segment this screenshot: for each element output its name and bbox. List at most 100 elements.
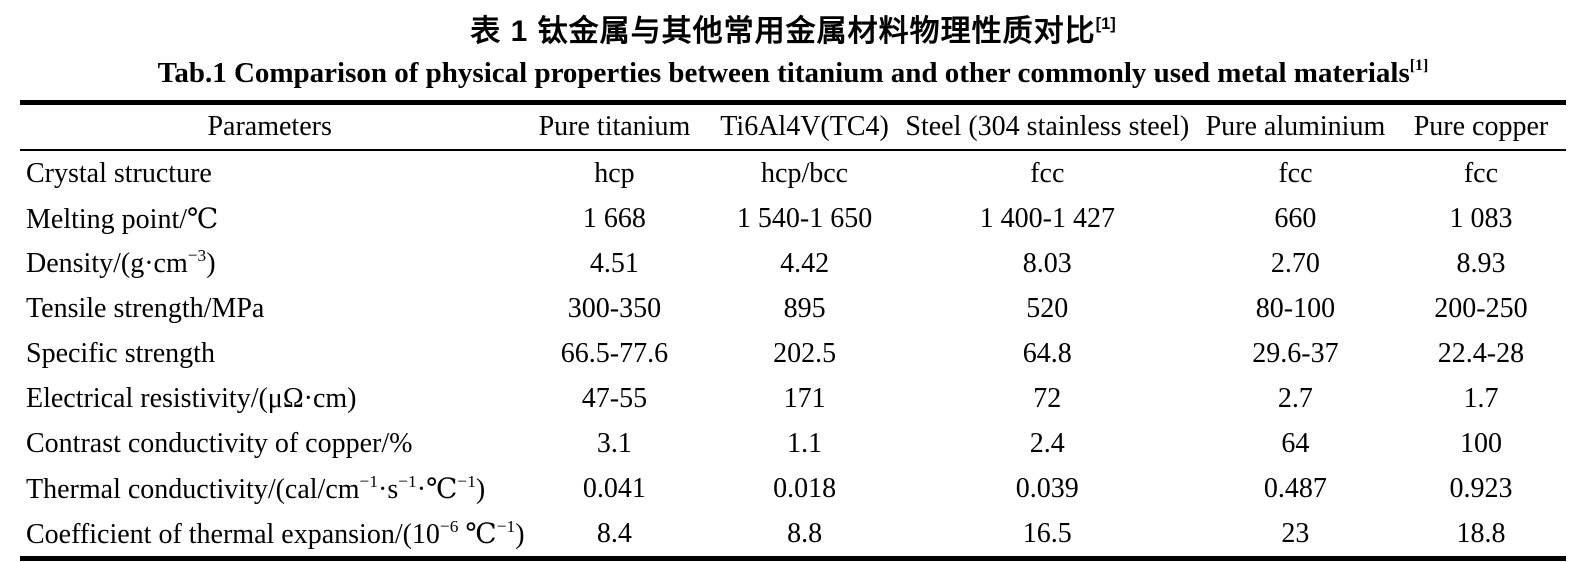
- cell-value: 1.7: [1463, 382, 1499, 414]
- table-row: Melting point/℃ 1 668 1 540-1 650 1 400-1 4…: [20, 196, 1566, 241]
- label-text: ): [206, 247, 216, 279]
- caption-chinese-reference: [1]: [1095, 14, 1116, 33]
- parameter-label: Specific strength: [20, 331, 519, 376]
- properties-table: Parameters Pure titanium Ti6Al4V(TC4) Steel…: [20, 100, 1566, 561]
- caption-english-text: Tab.1 Comparison of physical properties …: [157, 57, 1410, 89]
- cell-value: 64.8: [1022, 337, 1072, 369]
- cell-value: 22.4-28: [1437, 337, 1525, 369]
- column-header-parameters: Parameters: [20, 102, 520, 151]
- cell-value: 1 400-1 427: [979, 202, 1115, 234]
- column-header-pure-titanium: Pure titanium: [519, 102, 710, 151]
- label-text: Tensile strength/MPa: [26, 292, 265, 324]
- superscript-text: −1: [359, 471, 379, 491]
- cell-value: 2.7: [1277, 382, 1313, 414]
- cell-value: 895: [783, 292, 826, 324]
- table-body: Crystal structure hcp hcp/bcc fcc fcc fcc Melt…: [20, 150, 1566, 559]
- label-text: Coefficient of thermal expansion/(10: [26, 518, 440, 550]
- parameter-label: Density/(g·cm−3): [20, 241, 519, 286]
- cell-value: 3.1: [596, 427, 632, 459]
- superscript-text: −1: [398, 471, 417, 491]
- cell-value: 520: [1026, 292, 1069, 324]
- table-row: Contrast conductivity of copper/% 3.1 1.1 2…: [20, 421, 1566, 466]
- cell-value: 18.8: [1456, 517, 1506, 549]
- caption-english-reference: [1]: [1409, 57, 1429, 75]
- cell-value: 1 540-1 650: [736, 202, 873, 234]
- cell-value: 80-100: [1255, 292, 1336, 324]
- label-text: ·℃: [416, 473, 458, 505]
- superscript-text: −6: [439, 516, 459, 536]
- cell-value: 72: [1033, 382, 1062, 414]
- cell-value: 23: [1281, 517, 1310, 549]
- caption-chinese-text: 表 1 钛金属与其他常用金属材料物理性质对比: [470, 15, 1096, 48]
- parameter-label: Crystal structure: [20, 150, 519, 196]
- parameter-label: Electrical resistivity/(μΩ·cm): [20, 376, 519, 421]
- cell-value: 4.51: [589, 247, 639, 279]
- cell-value: hcp: [594, 157, 635, 189]
- cell-value: 8.93: [1456, 247, 1506, 279]
- cell-value: 0.039: [1015, 472, 1079, 504]
- cell-value: 66.5-77.6: [560, 337, 669, 369]
- superscript-text: −3: [187, 245, 207, 265]
- cell-value: 200-250: [1434, 292, 1528, 324]
- cell-value: 4.42: [780, 247, 830, 279]
- label-text: Melting point/℃: [26, 203, 219, 235]
- parameter-label: Thermal conductivity/(cal/cm−1·s−1·℃−1): [20, 466, 519, 511]
- column-header-ti6al4v-tc4: Ti6Al4V(TC4): [709, 102, 900, 151]
- cell-value: fcc: [1030, 157, 1065, 189]
- label-text: Density/(g·cm: [26, 247, 188, 279]
- cell-value: 2.70: [1270, 247, 1320, 279]
- cell-value: 1.1: [787, 427, 823, 459]
- cell-value: 0.487: [1263, 472, 1327, 504]
- cell-value: 0.923: [1449, 472, 1513, 504]
- cell-value: fcc: [1463, 157, 1499, 189]
- table-row: Electrical resistivity/(μΩ·cm) 47-55 171 72…: [20, 376, 1566, 421]
- table-row: Coefficient of thermal expansion/(10−6 ℃…: [20, 511, 1566, 559]
- cell-value: hcp/bcc: [761, 157, 849, 189]
- label-text: ·s: [378, 473, 399, 505]
- cell-value: 100: [1459, 427, 1502, 459]
- table-row: Specific strength 66.5-77.6 202.5 64.8 29.6-…: [20, 331, 1566, 376]
- superscript-text: −1: [457, 471, 476, 491]
- label-text: Specific strength: [26, 337, 215, 369]
- cell-value: fcc: [1278, 157, 1313, 189]
- parameter-label: Contrast conductivity of copper/%: [20, 421, 519, 466]
- table-row: Density/(g·cm−3) 4.51 4.42 8.03 2.70 8.93: [20, 241, 1566, 286]
- label-text: ): [475, 473, 486, 505]
- column-header-pure-aluminium: Pure aluminium: [1194, 102, 1396, 151]
- table-header-row: Parameters Pure titanium Ti6Al4V(TC4) Steel…: [20, 102, 1566, 151]
- label-text: Crystal structure: [26, 157, 212, 189]
- cell-value: 1 668: [582, 202, 646, 234]
- cell-value: 29.6-37: [1252, 337, 1339, 369]
- cell-value: 300-350: [567, 292, 662, 324]
- cell-value: 47-55: [581, 382, 648, 414]
- column-header-pure-copper: Pure copper: [1395, 102, 1566, 151]
- cell-value: 202.5: [773, 337, 837, 369]
- cell-value: 660: [1274, 202, 1317, 234]
- cell-value: 171: [783, 382, 826, 414]
- cell-value: 1 083: [1449, 202, 1513, 234]
- cell-value: 64: [1281, 427, 1310, 459]
- table-row: Thermal conductivity/(cal/cm−1·s−1·℃−1) 0…: [20, 466, 1566, 511]
- label-text: Contrast conductivity of copper/%: [26, 427, 413, 459]
- parameter-label: Tensile strength/MPa: [20, 286, 519, 331]
- cell-value: 0.041: [582, 472, 646, 504]
- label-text: ℃: [458, 518, 497, 550]
- superscript-text: −1: [496, 516, 516, 536]
- cell-value: 8.8: [787, 517, 823, 549]
- table-header: Parameters Pure titanium Ti6Al4V(TC4) Steel…: [20, 102, 1566, 151]
- table-caption-chinese: 表 1 钛金属与其他常用金属材料物理性质对比[1]: [0, 12, 1586, 52]
- parameter-label: Coefficient of thermal expansion/(10−6 ℃…: [20, 511, 525, 559]
- column-header-steel-304-stainless-steel: Steel (304 stainless steel): [899, 102, 1195, 151]
- table-row: Crystal structure hcp hcp/bcc fcc fcc fcc: [20, 150, 1566, 196]
- label-text: Electrical resistivity/(μΩ·cm): [26, 382, 357, 414]
- label-text: ): [515, 518, 525, 550]
- label-text: Thermal conductivity/(cal/cm: [26, 473, 360, 505]
- cell-value: 2.4: [1029, 427, 1065, 459]
- table-caption-english: Tab.1 Comparison of physical properties …: [0, 52, 1586, 94]
- table-row: Tensile strength/MPa 300-350 895 520 80-100 2…: [20, 286, 1566, 331]
- cell-value: 8.4: [596, 517, 632, 549]
- parameter-label: Melting point/℃: [20, 196, 519, 241]
- cell-value: 0.018: [773, 472, 837, 504]
- cell-value: 16.5: [1022, 517, 1072, 549]
